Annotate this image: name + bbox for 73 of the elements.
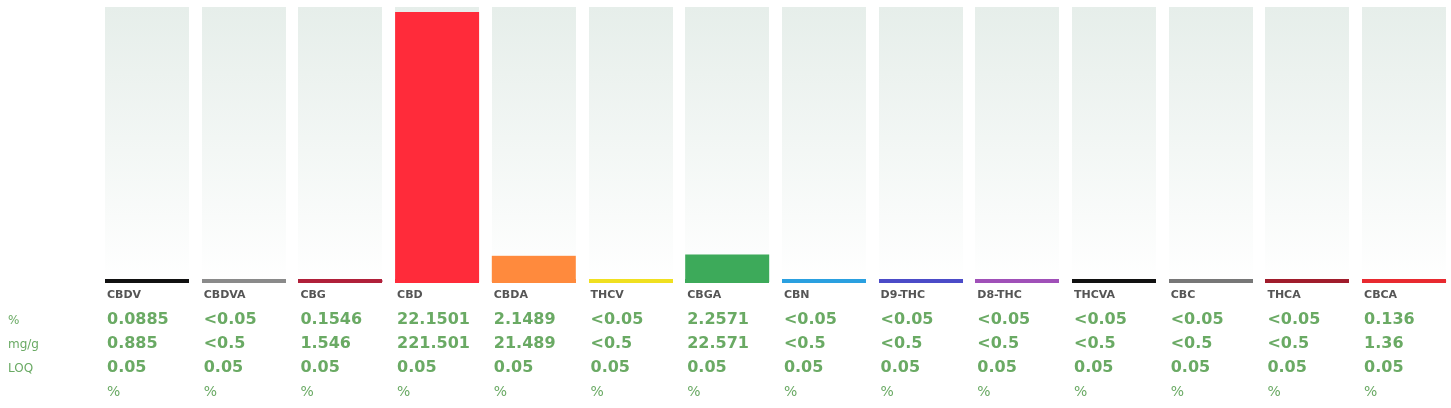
x-tick-label: D9-THC — [880, 288, 926, 301]
text: % — [783, 383, 798, 399]
text: 0.05 — [1170, 357, 1211, 376]
text: mg/g — [8, 337, 39, 351]
x-tick-label: CBCA — [1364, 288, 1398, 301]
text: <0.05 — [880, 309, 934, 328]
text: % — [107, 383, 121, 399]
text: <0.05 — [203, 309, 257, 328]
text: 1.36 — [1364, 333, 1404, 352]
x-tick-label: THCV — [590, 288, 625, 301]
text: % — [1170, 383, 1185, 399]
data-label: 0.136 — [1364, 309, 1415, 328]
data-label: 0.1546 — [300, 309, 363, 328]
text: <0.05 — [783, 309, 837, 328]
text: % — [493, 383, 508, 399]
text: % — [300, 383, 314, 399]
text: <0.5 — [977, 333, 1020, 352]
x-tick-label: CBG — [300, 288, 326, 301]
text: 22.571 — [687, 333, 749, 352]
x-tick-label: D8-THC — [977, 288, 1022, 301]
data-label: 2.1489 — [493, 309, 556, 328]
text: 0.05 — [1074, 357, 1114, 376]
text: % — [1074, 383, 1088, 399]
x-tick-label: CBDVA — [203, 288, 247, 301]
text: 0.05 — [397, 357, 437, 376]
text: <0.05 — [590, 309, 644, 328]
text: 0.05 — [493, 357, 534, 376]
text: % — [590, 383, 604, 399]
data-label: 22.1501 — [397, 309, 470, 328]
text: 0.05 — [300, 357, 340, 376]
text: 0.05 — [880, 357, 921, 376]
text: <0.5 — [203, 333, 246, 352]
x-tick-label: CBD — [397, 288, 423, 301]
text: 0.05 — [590, 357, 630, 376]
x-tick-label: CBDV — [107, 288, 142, 301]
x-tick-label: THCA — [1267, 288, 1302, 301]
text: % — [8, 313, 20, 327]
data-label: 0.0885 — [107, 309, 169, 328]
text: 0.05 — [783, 357, 824, 376]
text: <0.5 — [1267, 333, 1310, 352]
text: 0.05 — [1364, 357, 1404, 376]
text: % — [1267, 383, 1281, 399]
text: LOQ — [8, 361, 34, 375]
text: <0.05 — [1074, 309, 1127, 328]
text: <0.5 — [1170, 333, 1213, 352]
text: 0.05 — [1267, 357, 1307, 376]
text: 0.05 — [687, 357, 727, 376]
text: % — [977, 383, 991, 399]
x-tick-label: CBGA — [687, 288, 722, 301]
text: <0.5 — [1074, 333, 1116, 352]
text: <0.05 — [977, 309, 1031, 328]
text: % — [397, 383, 411, 399]
x-tick-label: CBC — [1170, 288, 1196, 301]
text: 0.885 — [107, 333, 158, 352]
text: <0.05 — [1170, 309, 1224, 328]
text: % — [880, 383, 894, 399]
x-tick-label: CBN — [783, 288, 810, 301]
text: 21.489 — [493, 333, 556, 352]
x-tick-label: CBDA — [493, 288, 529, 301]
text: % — [203, 383, 218, 399]
text: 221.501 — [397, 333, 470, 352]
text: <0.5 — [590, 333, 633, 352]
x-tick-label: THCVA — [1074, 288, 1116, 301]
text: % — [687, 383, 701, 399]
text: <0.05 — [1267, 309, 1321, 328]
text: 1.546 — [300, 333, 352, 352]
text: 0.05 — [107, 357, 147, 376]
text: 0.05 — [203, 357, 244, 376]
text: <0.5 — [880, 333, 923, 352]
text: 0.05 — [977, 357, 1017, 376]
data-label: 2.2571 — [687, 309, 749, 328]
text: <0.5 — [783, 333, 826, 352]
text: % — [1364, 383, 1378, 399]
